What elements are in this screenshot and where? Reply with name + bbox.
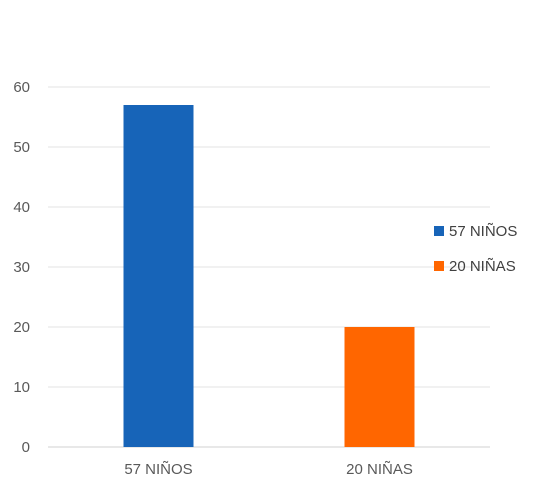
x-axis-category-labels: 57 NIÑOS 20 NIÑAS	[124, 461, 413, 478]
y-axis-tick-labels: 0 10 20 30 40 50 60	[13, 79, 30, 456]
y-tick-label-0: 0	[22, 439, 30, 456]
legend-label-ninas: 20 NIÑAS	[449, 257, 516, 275]
y-tick-label-50: 50	[13, 139, 30, 156]
x-category-label-ninas: 20 NIÑAS	[346, 461, 413, 478]
y-tick-label-10: 10	[13, 379, 30, 396]
legend-swatch-ninas	[434, 261, 444, 271]
legend-swatch-ninos	[434, 226, 444, 236]
x-category-label-ninos: 57 NIÑOS	[124, 461, 192, 478]
y-tick-label-30: 30	[13, 259, 30, 276]
y-tick-label-40: 40	[13, 199, 30, 216]
bar-ninas	[344, 327, 415, 447]
bars	[123, 105, 415, 447]
y-tick-label-20: 20	[13, 319, 30, 336]
legend: 57 NIÑOS 20 NIÑAS	[434, 218, 544, 288]
gridlines	[48, 86, 490, 448]
legend-item-ninos: 57 NIÑOS	[434, 218, 544, 244]
bar-ninos	[123, 105, 194, 447]
legend-label-ninos: 57 NIÑOS	[449, 222, 518, 240]
y-tick-label-60: 60	[13, 79, 30, 96]
legend-item-ninas: 20 NIÑAS	[434, 253, 544, 279]
